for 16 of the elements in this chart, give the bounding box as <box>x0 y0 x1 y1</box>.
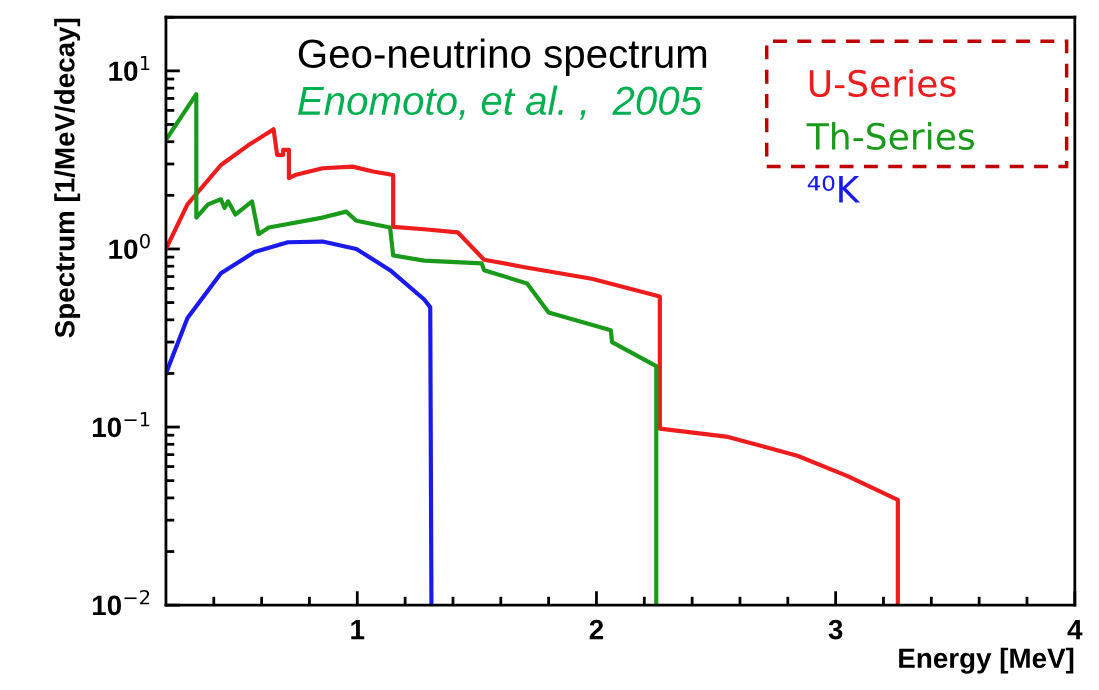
y-tick-label: 10$^{−2}$ <box>92 589 150 616</box>
text: ⁴⁰K <box>807 175 861 203</box>
x-tick-label: 2 <box>589 619 604 640</box>
text: U-Series <box>809 69 956 98</box>
annotation: Geo-neutrino spectrum <box>298 38 707 76</box>
x-tick-label: 3 <box>828 619 843 640</box>
line-series <box>165 239 434 606</box>
y-tick-label: 10$^{0}$ <box>109 233 150 260</box>
y-tick-label: 10$^{1}$ <box>109 55 150 82</box>
text: Th-Series <box>806 122 974 151</box>
x-tick-label: 4 <box>1067 620 1083 640</box>
y-axis-title: Spectrum [1/MeV/decay] <box>54 18 81 338</box>
y-tick-label: 10$^{−1}$ <box>92 412 150 438</box>
x-axis-title: Energy [MeV] <box>899 647 1074 674</box>
annotation: Enomoto, et al. , 2005 <box>298 85 703 120</box>
x-tick-label: 1 <box>351 620 365 640</box>
